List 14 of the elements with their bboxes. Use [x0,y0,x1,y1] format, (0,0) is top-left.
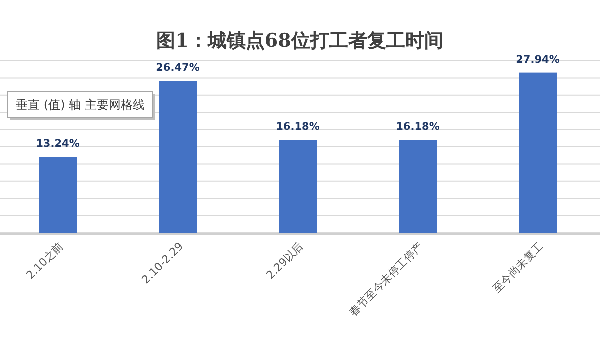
x-tick-label: 春节至今未停工停产 [346,240,426,320]
bar [279,140,317,233]
x-tick-label: 至今尚未复工 [490,240,546,296]
annotation: 垂直 (值) 轴 主要网格线 [16,98,145,112]
data-label: 16.18% [396,121,440,134]
bar [159,81,197,233]
data-label: 26.47% [156,62,200,74]
data-label: 27.94% [516,54,560,66]
bar [519,72,557,233]
data-label: 13.24% [36,138,80,150]
bar [39,157,77,233]
chart-title: 图1：城镇点68位打工者复工时间 [156,30,444,52]
bar [399,140,437,233]
data-label: 16.18% [276,121,320,134]
